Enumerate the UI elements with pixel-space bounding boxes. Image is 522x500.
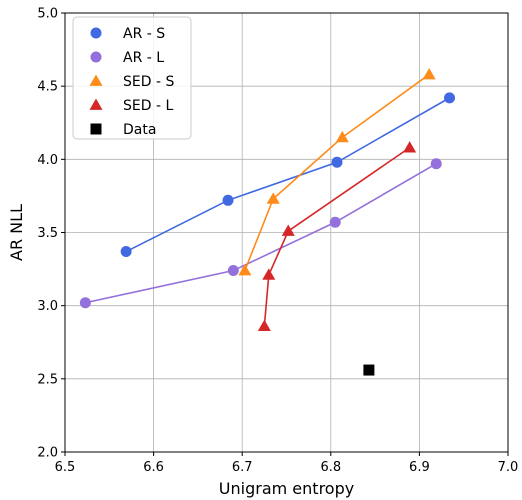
data-point-ar-s <box>120 246 132 258</box>
y-tick-label: 5.0 <box>37 7 58 22</box>
series-lines <box>85 73 450 327</box>
legend-frame <box>72 16 192 140</box>
data-point-sed-s <box>422 67 436 80</box>
series-markers <box>79 67 456 376</box>
legend-label: SED - L <box>123 98 173 114</box>
legend-marker-sed-l <box>89 98 103 110</box>
legend-marker-sed-s <box>89 74 103 86</box>
y-tick-label: 2.5 <box>37 372 58 387</box>
y-tick-label: 4.0 <box>37 153 58 168</box>
data-point-sed-s <box>266 192 280 204</box>
y-tick-label: 3.5 <box>37 226 58 241</box>
legend-label: AR - L <box>123 50 164 66</box>
data-point-data <box>363 364 375 376</box>
data-point-ar-l <box>227 265 239 277</box>
data-point-sed-l <box>281 224 295 236</box>
data-point-sed-l <box>262 268 276 280</box>
data-point-ar-l <box>430 158 442 170</box>
data-point-ar-s <box>444 92 456 104</box>
y-tick-label: 3.0 <box>37 299 58 314</box>
data-point-ar-s <box>331 156 343 168</box>
x-tick-label: 6.5 <box>55 460 76 475</box>
y-tick-label: 2.0 <box>37 446 58 461</box>
data-point-ar-s <box>222 194 234 206</box>
series-line-ar-l <box>85 163 437 304</box>
data-point-sed-l <box>257 319 271 332</box>
legend-marker-data <box>90 123 102 135</box>
legend-label: SED - S <box>123 74 174 90</box>
y-tick-label: 4.5 <box>37 80 58 95</box>
x-tick-label: 6.7 <box>232 460 253 475</box>
x-tick-label: 6.9 <box>409 460 430 475</box>
legend-label: Data <box>123 122 156 138</box>
legend-label: AR - S <box>123 26 165 42</box>
x-tick-label: 7.0 <box>498 460 519 475</box>
data-point-ar-l <box>329 216 341 228</box>
x-axis-label: Unigram entropy <box>219 479 354 498</box>
legend: AR - S AR - L SED - S SED - L Data <box>72 16 192 140</box>
data-point-sed-l <box>403 141 417 153</box>
data-point-ar-l <box>79 297 91 309</box>
x-tick-label: 6.8 <box>320 460 341 475</box>
series-line-ar-s <box>125 97 450 253</box>
legend-marker-ar-s <box>90 27 102 39</box>
series-line-sed-l <box>263 146 411 327</box>
data-point-sed-s <box>238 264 252 276</box>
series-line-sed-s <box>244 73 430 271</box>
y-axis-label: AR NLL <box>7 204 26 261</box>
axis-ticks: 6.5 6.6 6.7 6.8 6.9 7.0 2.0 2.5 3.0 3.5 4.0 4.5 5.0 <box>37 7 518 476</box>
data-point-sed-s <box>335 130 349 143</box>
legend-marker-ar-l <box>90 51 102 63</box>
x-tick-label: 6.6 <box>143 460 164 475</box>
